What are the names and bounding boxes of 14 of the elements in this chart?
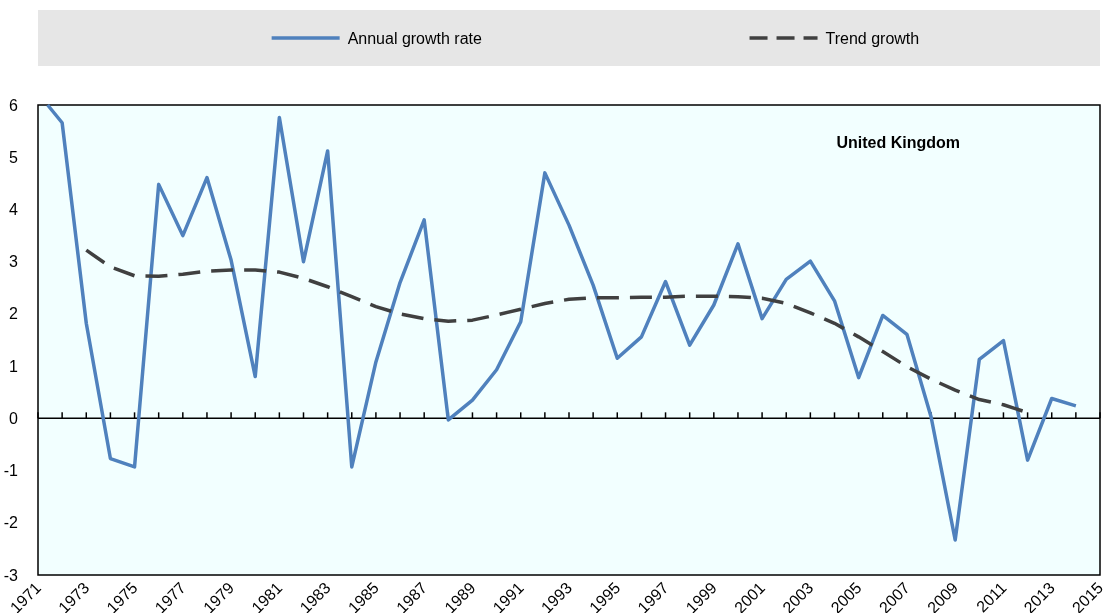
- y-tick-label: 2: [9, 305, 19, 323]
- y-tick-label: 5: [9, 148, 19, 166]
- legend-label: Trend growth: [825, 30, 920, 47]
- line-series: [45, 103, 1078, 542]
- annotation: United Kingdom: [836, 134, 960, 151]
- y-tick-label: 4: [9, 201, 19, 219]
- y-tick-label: -2: [3, 514, 19, 532]
- y-tick-label: 0: [9, 409, 19, 427]
- y-tick-label: -1: [3, 462, 19, 480]
- y-tick-label: 1: [9, 357, 19, 375]
- y-tick-label: 3: [9, 253, 19, 271]
- y-tick-label: 6: [9, 96, 19, 114]
- legend-label: Annual growth rate: [347, 30, 483, 47]
- y-tick-label: -3: [3, 566, 19, 584]
